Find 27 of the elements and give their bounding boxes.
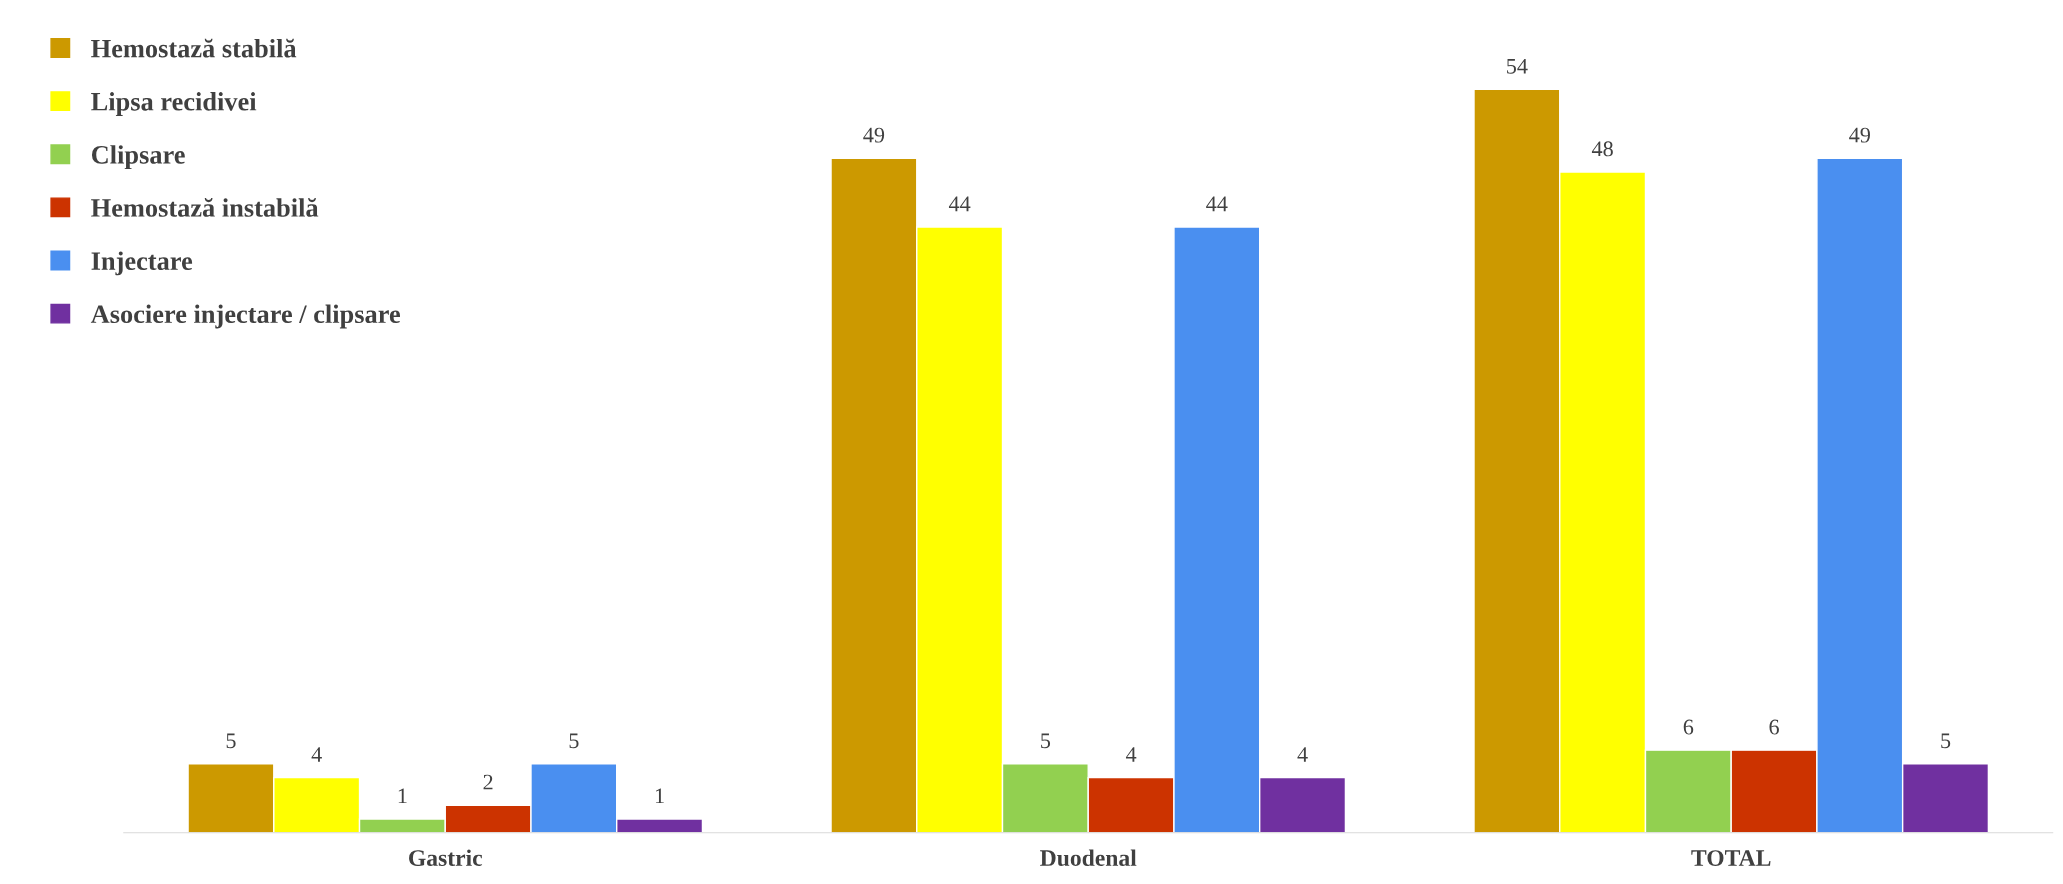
data-label: 5 [226,733,236,749]
data-label: 5 [569,733,579,749]
x-tick-label: TOTAL [1691,850,1771,867]
data-label: 54 [1507,58,1528,74]
data-label: 6 [1769,719,1779,735]
data-label: 4 [1297,747,1308,762]
data-label: 49 [1849,127,1870,143]
data-label: 48 [1591,141,1613,157]
data-label: 49 [863,127,885,143]
legend-label: Asociere injectare / clipsare [90,304,400,329]
legend-label: Lipsa recidivei [91,92,257,116]
data-label: 4 [311,747,322,762]
data-label: 5 [1041,733,1051,749]
legend-label: Injectare [91,251,193,276]
x-tick-label: Gastric [409,849,483,867]
legend-label: Hemostază stabilă [91,38,297,58]
data-label: 4 [1125,747,1137,762]
legend-label: Clipsare [91,145,185,170]
legend-label: Hemostază instabilă [91,198,319,217]
data-label: 44 [1206,196,1228,212]
data-label: 2 [483,774,493,790]
data-label: 5 [1941,733,1951,749]
x-tick-label: Duodenal [1040,849,1137,867]
data-label: 1 [398,788,407,804]
data-label: 1 [655,788,664,804]
data-label: 6 [1683,719,1694,735]
data-label: 44 [948,196,971,212]
